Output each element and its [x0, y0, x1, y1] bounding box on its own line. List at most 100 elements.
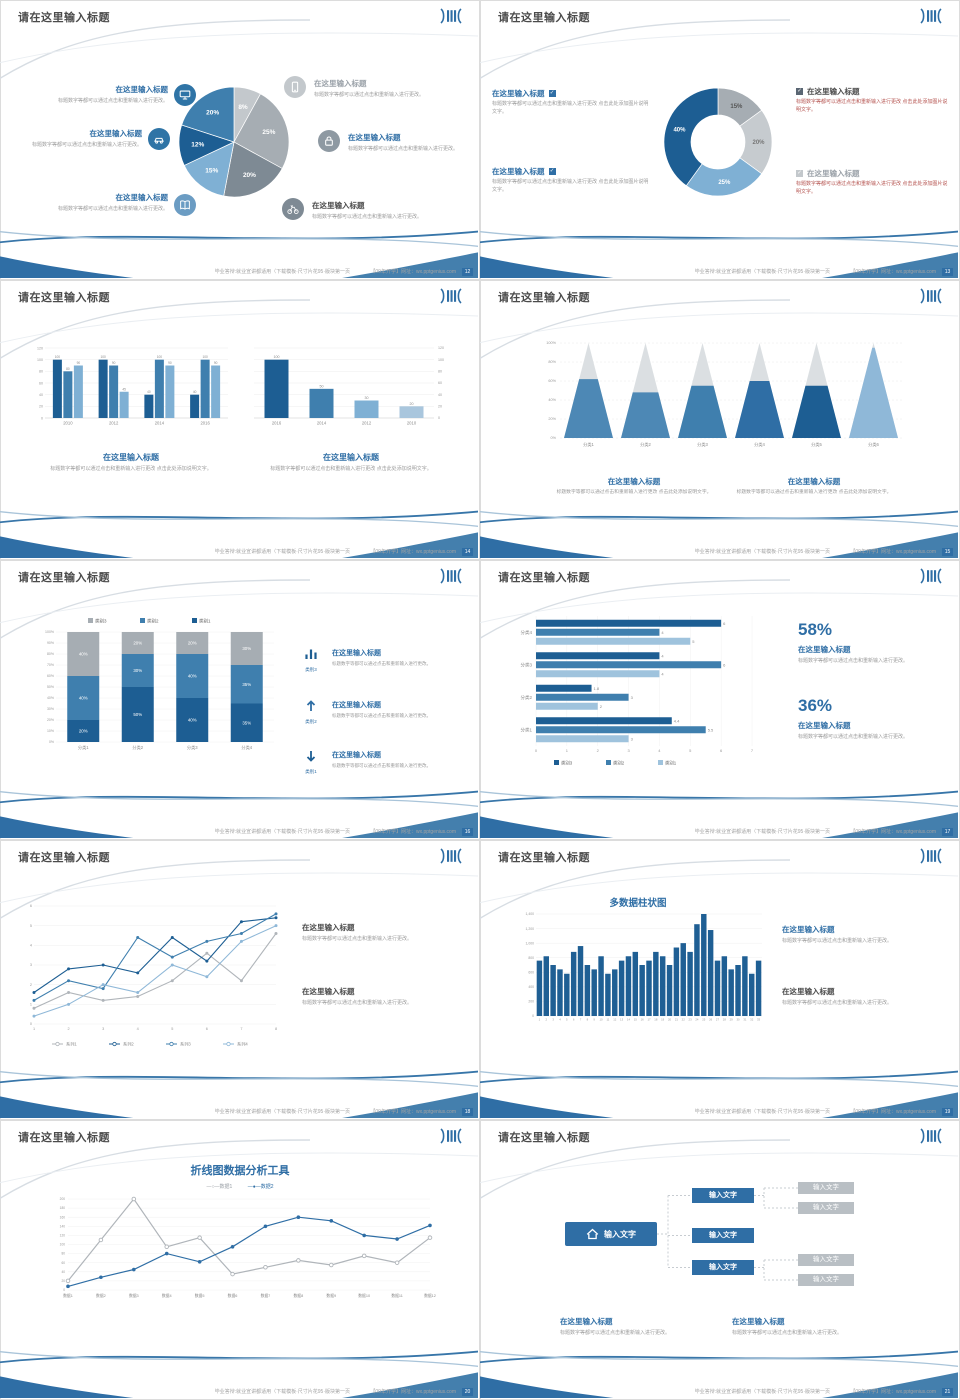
- svg-text:1: 1: [30, 1003, 32, 1007]
- callout-body: 标题数字等都可以通过点击和重新输入进行更改。: [57, 206, 168, 212]
- svg-text:60%: 60%: [47, 674, 54, 678]
- svg-text:6: 6: [206, 1027, 208, 1031]
- svg-text:20: 20: [438, 405, 442, 409]
- slide-thumb-page-20[interactable]: 折线图数据分析工具 —○—数据1 —●—数据2 0 20 40 60 80 100 120 1…: [0, 1120, 480, 1400]
- svg-text:5.5: 5.5: [708, 728, 714, 733]
- slide-thumb-page-17[interactable]: 0 1 2 3 4 5 6 7 分类4 6 4 5 分类3 4 6 4 分类2 1.8 3 2 分类1 4.4 5.5 3 类别…: [480, 560, 960, 840]
- svg-text:160: 160: [60, 1215, 66, 1219]
- svg-text:400: 400: [528, 985, 534, 989]
- svg-text:3: 3: [102, 1027, 104, 1031]
- svg-text:14: 14: [627, 1018, 631, 1022]
- footer-left-text: 毕业答辩:就业宣讲都适用（下载模板·尺寸片花95·版块第一页: [214, 549, 350, 555]
- svg-text:40: 40: [61, 1270, 65, 1274]
- svg-text:4: 4: [658, 748, 661, 753]
- slide-thumb-page-16[interactable]: 类别3 类别2 类别1 0% 10% 20% 30% 40% 50% 60% 70% 80% 90% 10…: [0, 560, 480, 840]
- callout-body: 标题数字等都可以通过点击和重新输入进行更改。: [57, 98, 168, 104]
- footer-left-text: 毕业答辩:就业宣讲都适用（下载模板·尺寸片花95·版块第一页: [694, 829, 830, 835]
- footer-left-text: 毕业答辩:就业宣讲都适用（下载模板·尺寸片花95·版块第一页: [694, 549, 830, 555]
- svg-text:类别1: 类别1: [199, 618, 211, 625]
- svg-text:12: 12: [613, 1018, 617, 1022]
- slide-thumb-page-14[interactable]: 0 20 40 60 80 100 120 2010 100 80 90 2012 100 90 45 201…: [0, 280, 480, 560]
- callout-left-1: 在这里输入标题 标题数字等都可以通过点击和重新输入进行更改。: [56, 84, 168, 105]
- svg-text:分类2: 分类2: [520, 694, 532, 701]
- svg-text:16: 16: [641, 1018, 645, 1022]
- callout-title: 在这里输入标题: [348, 133, 401, 142]
- block-body: 标题数字等都可以通过点击和重新输入进行更改。: [302, 1000, 413, 1006]
- svg-text:4: 4: [30, 944, 32, 948]
- svg-text:6: 6: [723, 621, 726, 626]
- svg-text:20%: 20%: [47, 718, 54, 722]
- svg-text:0: 0: [63, 1288, 65, 1292]
- svg-text:2014: 2014: [155, 421, 165, 426]
- chart-title: 折线图数据分析工具: [190, 1165, 290, 1177]
- svg-text:27: 27: [716, 1018, 720, 1022]
- callout-title: 在这里输入标题: [332, 650, 381, 657]
- phone-icon: [284, 76, 306, 98]
- checklist-left-1: 在这里输入标题 ✓ 标题数字等都可以通过点击和重新输入进行更改 点击此处添加图片说…: [492, 88, 650, 116]
- svg-text:0: 0: [30, 1022, 32, 1026]
- svg-text:600: 600: [528, 970, 534, 974]
- svg-text:26: 26: [709, 1018, 713, 1022]
- svg-text:20: 20: [410, 402, 414, 406]
- slide-heading: 请在这里输入标题: [498, 572, 590, 584]
- svg-text:7: 7: [580, 1018, 582, 1022]
- svg-text:5: 5: [692, 639, 695, 644]
- page-number-badge: 14: [462, 548, 473, 556]
- svg-text:数据8: 数据8: [294, 1293, 304, 1298]
- diagram-root-node: 输入文字: [565, 1222, 657, 1246]
- brand-logo-icon: [920, 8, 942, 24]
- svg-text:60: 60: [438, 381, 442, 385]
- callout-1: 在这里输入标题 标题数字等都可以通过点击和重新输入进行更改。: [332, 648, 470, 667]
- car-icon: [148, 128, 170, 150]
- svg-text:100%: 100%: [546, 341, 556, 345]
- svg-text:4: 4: [661, 672, 664, 677]
- svg-text:类别3: 类别3: [561, 760, 573, 767]
- page-number-badge: 21: [942, 1388, 953, 1396]
- slide-thumb-page-15[interactable]: 0% 20% 40% 60% 80% 100% 分类1 分类2 分类3 分类4 分类5 分类6 在这里…: [480, 280, 960, 560]
- block-body: 标题数字等都可以通过点击和重新输入进行更改。: [732, 1330, 843, 1336]
- svg-text:20: 20: [61, 1279, 65, 1283]
- arrow-down-icon: [306, 751, 316, 762]
- pyramid-chart: 0% 20% 40% 60% 80% 100% 分类1 分类2 分类3 分类4 分类5 分类6: [528, 338, 910, 475]
- svg-text:90: 90: [112, 361, 116, 365]
- stat-block-2: 36% 在这里输入标题 标题数字等都可以通过点击和重新输入进行更改。: [798, 696, 948, 741]
- slide-thumb-page-12[interactable]: 在这里输入标题 标题数字等都可以通过点击和重新输入进行更改。 在这里输入标题 标…: [0, 0, 480, 280]
- brand-logo-icon: [440, 848, 462, 864]
- text-block-right: 在这里输入标题 标题数字等都可以通过点击和重新输入进行更改 点击此处添加说明文字…: [730, 476, 898, 497]
- brand-logo-icon: [920, 848, 942, 864]
- page-number-badge: 13: [942, 268, 953, 276]
- checklist-left-2: 在这里输入标题 ✓ 标题数字等都可以通过点击和重新输入进行更改 点击此处添加图片说…: [492, 166, 650, 194]
- svg-text:数据10: 数据10: [358, 1293, 370, 1298]
- svg-text:32: 32: [750, 1018, 754, 1022]
- svg-text:30: 30: [736, 1018, 740, 1022]
- checklist-right-1: ✓ 在这里输入标题 标题数字等都可以通过点击和重新输入进行更改 点击此处添加图片说…: [796, 86, 948, 114]
- slide-thumb-page-13[interactable]: 在这里输入标题 ✓ 标题数字等都可以通过点击和重新输入进行更改 点击此处添加图片说…: [480, 0, 960, 280]
- donut-chart: 15% 20% 25% 40%: [660, 84, 776, 205]
- svg-text:20%: 20%: [206, 110, 219, 117]
- stat-block-1: 58% 在这里输入标题 标题数字等都可以通过点击和重新输入进行更改。: [798, 620, 948, 665]
- callout-title: 在这里输入标题: [332, 752, 381, 759]
- svg-text:20%: 20%: [548, 417, 556, 421]
- slide-heading: 请在这里输入标题: [18, 1132, 110, 1144]
- brand-logo-icon: [440, 8, 462, 24]
- monitor-icon: [174, 84, 196, 106]
- svg-text:100: 100: [55, 355, 61, 359]
- block-body: 标题数字等都可以通过点击和重新输入进行更改。: [782, 938, 893, 944]
- slide-thumb-page-21[interactable]: 输入文字 输入文字 输入文字 输入文字 输入文字 输入文字 输入文字 输入文字 …: [480, 1120, 960, 1400]
- svg-text:40: 40: [39, 393, 43, 397]
- slide-thumb-page-19[interactable]: 多数据柱状图 0 200 400 600 800 1,000 1,200 1,400 1 2 3 4 5…: [480, 840, 960, 1120]
- slide-heading: 请在这里输入标题: [498, 852, 590, 864]
- svg-text:8: 8: [587, 1018, 589, 1022]
- block-body: 标题数字等都可以通过点击和重新输入进行更改。: [560, 1330, 671, 1336]
- svg-text:29: 29: [730, 1018, 734, 1022]
- svg-text:数据5: 数据5: [195, 1293, 205, 1298]
- svg-text:40%: 40%: [188, 674, 197, 679]
- svg-text:0: 0: [41, 416, 43, 420]
- slide-heading: 请在这里输入标题: [18, 572, 110, 584]
- arrow-up-icon: [306, 700, 316, 711]
- checkbox-icon: ✓: [548, 168, 556, 175]
- svg-text:20%: 20%: [752, 140, 765, 146]
- brand-logo-icon: [440, 288, 462, 304]
- slide-thumb-page-18[interactable]: 0 1 2 3 4 5 6 1 2 3 4 5 6 7 8 系列1 系列2 系列3 系列4 在这里输入标题 标题数字…: [0, 840, 480, 1120]
- svg-text:17: 17: [647, 1018, 651, 1022]
